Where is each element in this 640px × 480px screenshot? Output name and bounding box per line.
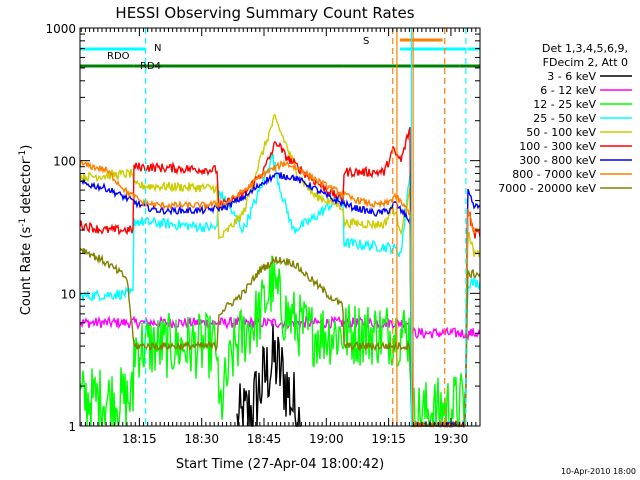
legend-entry-label: 7000 - 20000 keV	[498, 182, 596, 195]
y-tick-label: 100	[53, 155, 76, 169]
x-tick-label: 19:30	[434, 432, 469, 446]
y-axis-label-mid: detector	[19, 158, 34, 218]
flag-label-s: S	[363, 36, 369, 47]
y-axis-label-end: )	[19, 145, 34, 150]
legend-entry-label: 25 - 50 keV	[533, 112, 596, 125]
legend-entry-label: 300 - 800 keV	[519, 154, 596, 167]
series-line	[236, 323, 301, 427]
legend-entry-label: 50 - 100 keV	[526, 126, 596, 139]
legend-entry-label: 800 - 7000 keV	[512, 168, 596, 181]
legend-entry-label: 12 - 25 keV	[533, 98, 596, 111]
series-line	[79, 255, 466, 429]
x-tick-label: 19:00	[309, 432, 344, 446]
series-layer	[79, 113, 481, 429]
y-tick-label: 10	[61, 287, 76, 301]
flag-label-n: N	[154, 43, 161, 54]
y-tick-label: 1000	[45, 22, 76, 36]
y-axis-label-sup1: -1	[18, 218, 28, 227]
y-tick-label: 1	[68, 420, 76, 434]
y-axis-label-main: Count Rate (s	[19, 227, 34, 316]
legend-entry-label: 100 - 300 keV	[519, 140, 596, 153]
vlines-layer	[145, 28, 467, 426]
legend: Det 1,3,4,5,6,9,FDecim 2, Att 03 - 6 keV…	[498, 42, 632, 195]
x-tick-label: 18:45	[247, 432, 282, 446]
chart-title: HESSI Observing Summary Count Rates	[115, 4, 414, 22]
flag-label-rd4: RD4	[140, 61, 161, 72]
plot-frame	[79, 27, 481, 427]
x-tick-label: 18:30	[184, 432, 219, 446]
legend-entry-label: 6 - 12 keV	[540, 84, 596, 97]
series-line	[79, 315, 481, 341]
footer-date: 10-Apr-2010 18:00	[561, 467, 636, 476]
legend-header: FDecim 2, Att 0	[543, 56, 628, 69]
flags-layer: RDO N RD4 S	[80, 36, 480, 72]
flag-label-rdo: RDO	[107, 51, 130, 62]
x-axis-label: Start Time (27-Apr-04 18:00:42)	[176, 457, 384, 472]
legend-header: Det 1,3,4,5,6,9,	[542, 42, 628, 55]
legend-entry-label: 3 - 6 keV	[547, 70, 596, 83]
x-tick-label: 18:15	[122, 432, 157, 446]
axes-layer: 18:15 18:30 18:45 19:00 19:15 19:30 1 10 100 1000	[45, 22, 481, 446]
x-tick-label: 19:15	[371, 432, 406, 446]
y-axis-label: Count Rate (s-1 detector-1)	[18, 145, 34, 316]
y-axis-label-sup2: -1	[18, 150, 28, 159]
